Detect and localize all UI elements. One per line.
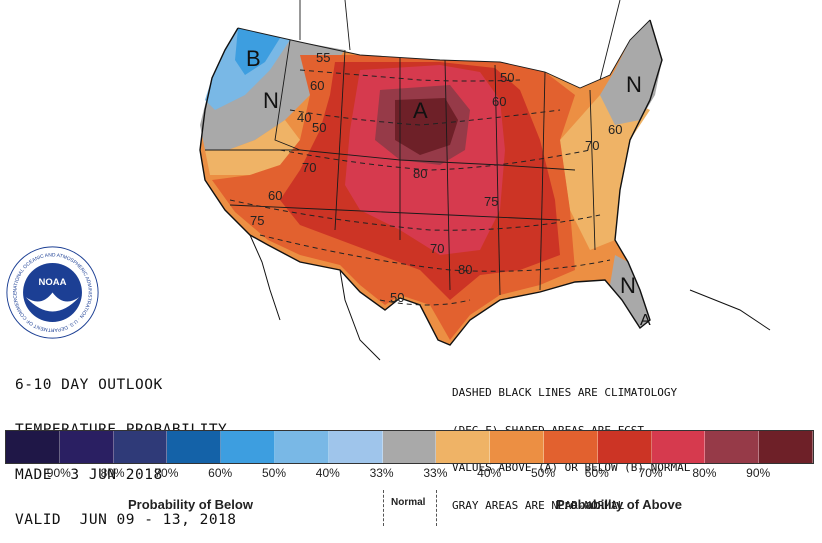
contour-label: 75 bbox=[250, 213, 264, 228]
contour-label: 40 bbox=[297, 110, 311, 125]
mexico-outline bbox=[249, 234, 771, 361]
contour-label: 60 bbox=[268, 188, 282, 203]
contour-label: 50 bbox=[390, 290, 404, 305]
scale-swatch bbox=[113, 431, 168, 463]
normal-title: Normal bbox=[391, 497, 426, 508]
scale-swatch bbox=[382, 431, 437, 463]
scale-swatch bbox=[221, 431, 275, 463]
contour-label: 50 bbox=[312, 120, 326, 135]
above-title: Probability of Above bbox=[556, 497, 682, 512]
climatology-lines bbox=[229, 69, 611, 306]
fl-gray-region bbox=[610, 255, 650, 328]
scale-label: 60% bbox=[584, 466, 609, 480]
scale-labels: 90% 80% 70% 60% 50% 40% 33% 33% 40% 50% 60% 70% 80% 9… bbox=[5, 466, 812, 482]
contour-label: 70 bbox=[585, 138, 599, 153]
scale-swatch bbox=[705, 431, 760, 463]
color-scale bbox=[5, 430, 814, 464]
scale-swatch bbox=[651, 431, 706, 463]
state-boundaries bbox=[205, 0, 651, 296]
ne-gray-region bbox=[600, 20, 662, 125]
contour-label: 60 bbox=[608, 122, 622, 137]
contour-label: 80 bbox=[458, 262, 472, 277]
scale-swatch bbox=[759, 431, 813, 463]
valid-dates: VALID JUN 09 - 13, 2018 bbox=[15, 512, 237, 528]
scale-swatch bbox=[597, 431, 652, 463]
below-title: Probability of Below bbox=[128, 497, 253, 512]
scale-label: 70% bbox=[154, 466, 179, 480]
scale-label: 80% bbox=[692, 466, 717, 480]
scale-swatch bbox=[274, 431, 329, 463]
contour-label: 75 bbox=[484, 194, 498, 209]
note-line-1: DASHED BLACK LINES ARE CLIMATOLOGY bbox=[452, 386, 678, 399]
scale-swatch bbox=[436, 431, 491, 463]
scale-label: 90% bbox=[746, 466, 771, 480]
scale-swatch bbox=[167, 431, 222, 463]
below-letter: B bbox=[246, 46, 261, 71]
scale-label: 70% bbox=[638, 466, 663, 480]
scale-label: 40% bbox=[477, 466, 502, 480]
scale-label: 90% bbox=[46, 466, 71, 480]
scale-label: 80% bbox=[100, 466, 125, 480]
scale-label: 50% bbox=[530, 466, 556, 480]
normal-divider-left bbox=[383, 490, 384, 526]
contour-label: 60 bbox=[492, 94, 506, 109]
normal-letter-nw: N bbox=[263, 88, 279, 113]
scale-label: 33% bbox=[423, 466, 448, 480]
scale-swatch bbox=[328, 431, 383, 463]
contour-label: 50 bbox=[500, 70, 514, 85]
contour-label: 70 bbox=[302, 160, 316, 175]
contour-label: 60 bbox=[310, 78, 324, 93]
made-date: MADE 3 JUN 2018 bbox=[15, 467, 163, 483]
contour-label: 70 bbox=[430, 241, 444, 256]
scale-label: 60% bbox=[208, 466, 233, 480]
noaa-logo: NATIONAL OCEANIC AND ATMOSPHERIC ADMINIS… bbox=[6, 246, 99, 339]
note-line-4: GRAY AREAS ARE NEAR-NORMAL bbox=[452, 498, 625, 512]
scale-swatch bbox=[6, 431, 60, 463]
central-max-region bbox=[395, 98, 458, 155]
normal-divider-right bbox=[436, 490, 437, 526]
east-light-orange bbox=[560, 95, 650, 250]
logo-text: NOAA bbox=[39, 277, 67, 288]
scale-swatch bbox=[490, 431, 544, 463]
us-outline bbox=[199, 19, 663, 346]
above-letter-fl: A bbox=[640, 312, 651, 329]
normal-letter-ne: N bbox=[626, 72, 642, 97]
scale-swatch bbox=[59, 431, 114, 463]
title-line-1: 6-10 DAY OUTLOOK bbox=[15, 377, 163, 393]
contour-label: 55 bbox=[316, 50, 330, 65]
scale-label: 50% bbox=[261, 466, 287, 480]
above-letter: A bbox=[413, 98, 428, 123]
normal-letter-fl: N bbox=[620, 273, 636, 298]
forecast-map: B N A N N A 50 60 40 50 60 70 60 75 80 7… bbox=[199, 0, 771, 361]
scale-swatch bbox=[543, 431, 598, 463]
contour-label: 80 bbox=[413, 166, 427, 181]
note-line-3: VALUES ABOVE (A) OR BELOW (B) NORMAL bbox=[452, 461, 691, 474]
scale-label: 40% bbox=[315, 466, 340, 480]
nw-below-inner-region bbox=[235, 28, 280, 75]
scale-label: 33% bbox=[369, 466, 394, 480]
